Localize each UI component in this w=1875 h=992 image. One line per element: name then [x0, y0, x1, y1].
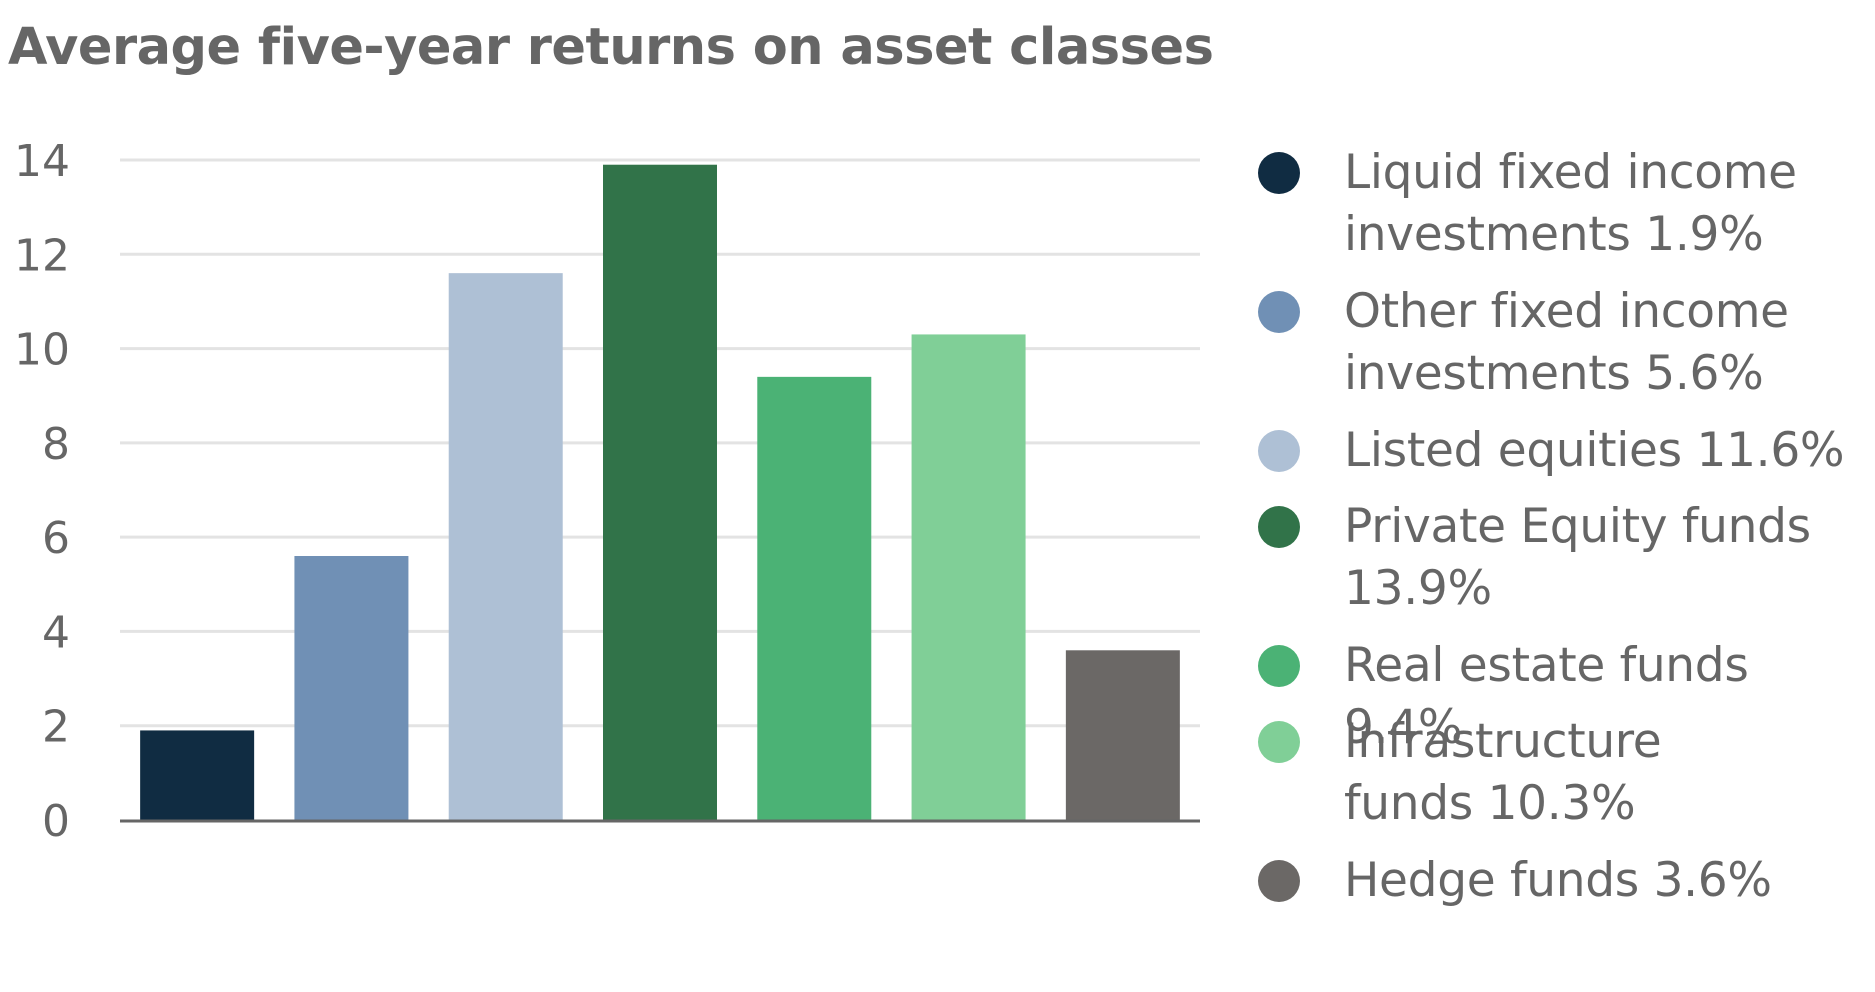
legend-label-line: funds 10.3% [1344, 776, 1636, 831]
y-tick-label: 10 [14, 325, 70, 376]
bars [140, 164, 1180, 821]
legend-label: Liquid fixed income investments 1.9% [1344, 142, 1864, 266]
legend-label-line: Hedge funds 3.6% [1344, 853, 1772, 908]
legend-label: Real estate funds 9.4% [1344, 635, 1864, 759]
legend-swatch [1258, 506, 1300, 548]
legend-label: Listed equities 11.6% [1344, 420, 1864, 482]
legend-label-line: Listed equities 11.6% [1344, 423, 1845, 478]
legend-swatch [1258, 152, 1300, 194]
bar-2 [294, 556, 409, 820]
y-tick-label: 0 [42, 796, 70, 847]
bar-3 [448, 273, 563, 821]
legend-label: Private Equity funds 13.9% [1344, 496, 1864, 620]
legend-label-line: investments 5.6% [1344, 346, 1764, 401]
bar-5 [757, 376, 872, 820]
legend-label: Other fixed income investments 5.6% [1344, 281, 1864, 405]
legend-label-line: Private Equity funds [1344, 499, 1811, 554]
legend-label-line: Liquid fixed income [1344, 145, 1797, 200]
legend-label-line: Real estate funds 9.4% [1344, 638, 1749, 755]
legend-swatch [1258, 721, 1300, 763]
bar-1 [140, 730, 255, 820]
y-tick-label: 12 [14, 230, 70, 281]
y-tick-label: 14 [14, 136, 70, 187]
legend-swatch [1258, 430, 1300, 472]
legend-swatch [1258, 645, 1300, 687]
chart-title: Average five-year returns on asset class… [8, 18, 1214, 77]
legend-label-line: 13.9% [1344, 561, 1492, 616]
y-tick-label: 6 [42, 513, 70, 564]
bar-6 [911, 334, 1026, 820]
legend-label-line: investments 1.9% [1344, 207, 1764, 262]
legend-label: Infrastructure funds 10.3% [1344, 711, 1864, 835]
y-tick-label: 2 [42, 702, 70, 753]
bar-4 [603, 164, 717, 820]
bar-7 [1065, 650, 1180, 820]
legend-label: Hedge funds 3.6% [1344, 850, 1864, 912]
legend-swatch [1258, 291, 1300, 333]
y-tick-label: 8 [42, 419, 70, 470]
y-axis-ticks: 0 2 4 6 8 10 12 14 [14, 136, 70, 847]
legend-label-line: Other fixed income [1344, 284, 1789, 339]
legend-label-line: Infrastructure [1344, 714, 1662, 769]
y-tick-label: 4 [42, 607, 70, 658]
legend-swatch [1258, 860, 1300, 902]
